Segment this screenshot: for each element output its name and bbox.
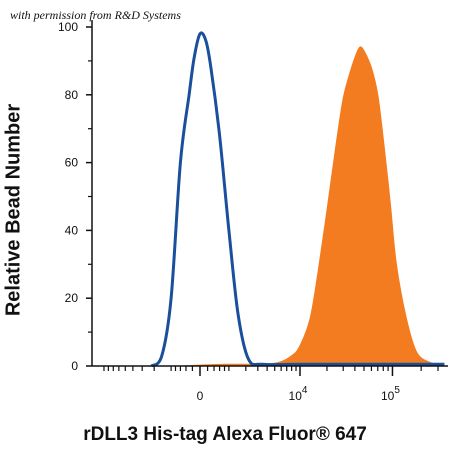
x-tick-label: 104	[289, 385, 308, 403]
x-axis-label: rDLL3 His-tag Alexa Fluor® 647	[83, 424, 367, 445]
y-tick-label: 100	[58, 20, 78, 34]
control-histogram-line	[150, 31, 445, 368]
y-tick-label: 40	[65, 223, 79, 237]
x-tick-label: 0	[197, 389, 204, 403]
x-tick-exponent: 5	[394, 385, 400, 396]
stained-histogram-area	[180, 46, 445, 367]
watermark-text: with permission from R&D Systems	[10, 8, 181, 22]
x-tick-exponent: 4	[302, 385, 308, 396]
series-layer	[150, 31, 445, 368]
y-tick-label: 60	[65, 156, 79, 170]
y-tick-label: 20	[65, 291, 79, 305]
x-tick-label: 105	[381, 385, 400, 403]
y-axis-label: Relative Bead Number	[2, 103, 25, 317]
y-tick-label: 80	[65, 88, 79, 102]
y-tick-label: 0	[71, 359, 78, 373]
